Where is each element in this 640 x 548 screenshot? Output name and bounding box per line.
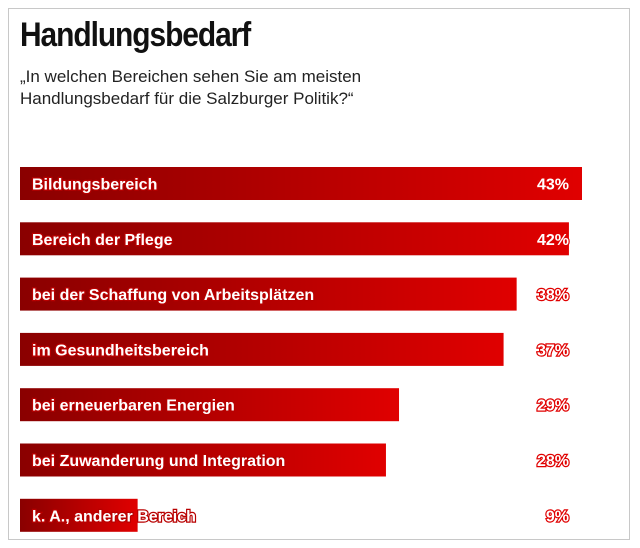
bar-value-label: 43% (537, 177, 569, 194)
bar-5 (20, 388, 400, 422)
bar-2 (20, 222, 569, 256)
bar-1 (20, 167, 582, 200)
bar-value-label: 29% (537, 398, 569, 415)
bar-value-label: 9% (546, 508, 569, 525)
bar-value-label: 28% (537, 453, 569, 470)
bar-category-label: Bereich der Pflege (32, 232, 173, 249)
bar-7 (20, 498, 138, 532)
bar-category-label: bei erneuerbaren Energien (32, 398, 235, 415)
bar-category-label: Bildungsbereich (32, 177, 157, 194)
bar-value-label: 37% (537, 342, 569, 359)
chart-subtitle: „In welchen Bereichen sehen Sie am meist… (20, 67, 362, 108)
bar-category-label: bei der Schaffung von Arbeitsplätzen (32, 287, 314, 304)
bar-category-label: k. A., anderer Bereich (32, 508, 196, 525)
bar-value-label: 38% (537, 287, 569, 304)
bar-category-label: bei Zuwanderung und Integration (32, 453, 285, 470)
chart-title: Handlungsbedarf (20, 16, 251, 54)
bar-4 (20, 332, 504, 366)
bar-3 (20, 277, 517, 311)
bar-category-label: im Gesundheitsbereich (32, 342, 209, 359)
bar-value-label: 42% (537, 232, 569, 249)
bar-6 (20, 443, 386, 477)
